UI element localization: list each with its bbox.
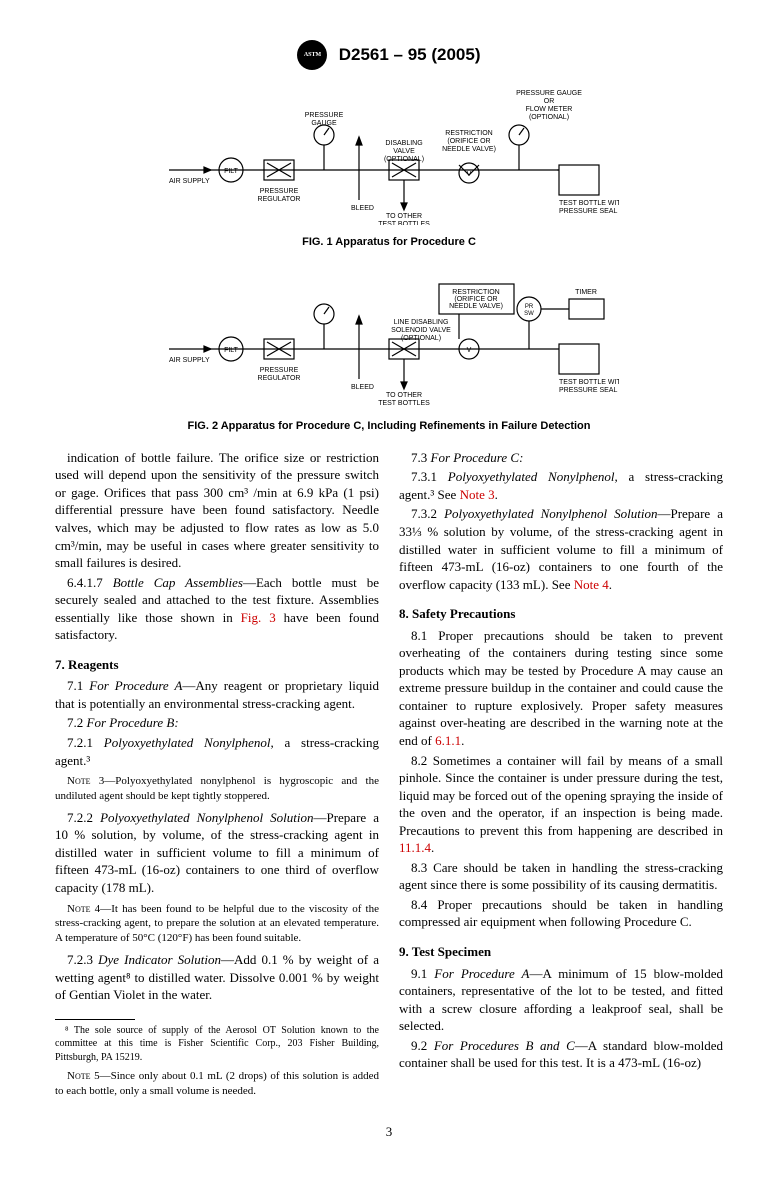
para-8-2: 8.2 Sometimes a container will fail by m… (399, 752, 723, 857)
para-7-3: 7.3 For Procedure C: (399, 449, 723, 467)
section-9-title: 9. Test Specimen (399, 943, 723, 961)
para-9-1: 9.1 For Procedure A—A minimum of 15 blow… (399, 965, 723, 1035)
svg-text:V: V (467, 347, 472, 354)
svg-text:AIR SUPPLY: AIR SUPPLY (169, 357, 210, 364)
para-8-3: 8.3 Care should be taken in handling the… (399, 859, 723, 894)
para-7-2-3: 7.2.3 Dye Indicator Solution—Add 0.1 % b… (55, 951, 379, 1004)
note-3: Note 3—Polyoxyethylated nonylphenol is h… (55, 774, 379, 804)
svg-text:FILT: FILT (224, 347, 239, 354)
page-header: D2561 – 95 (2005) (55, 40, 723, 70)
svg-text:BLEED: BLEED (351, 205, 374, 212)
note-4: Note 4—It has been found to be helpful d… (55, 902, 379, 947)
svg-text:PRESSUREREGULATOR: PRESSUREREGULATOR (258, 367, 301, 382)
section-7-title: 7. Reagents (55, 656, 379, 674)
link-6-1-1[interactable]: 6.1.1 (435, 733, 461, 748)
svg-text:RESTRICTION(ORIFICE ORNEEDLE V: RESTRICTION(ORIFICE ORNEEDLE VALVE) (442, 130, 496, 153)
link-note4[interactable]: Note 4 (574, 577, 609, 592)
svg-text:TEST BOTTLE WITHPRESSURE SEAL: TEST BOTTLE WITHPRESSURE SEAL (559, 379, 619, 394)
figure-2-caption: FIG. 2 Apparatus for Procedure C, Includ… (55, 419, 723, 434)
figure-1: FILT V (55, 85, 723, 249)
link-note3[interactable]: Note 3 (460, 487, 495, 502)
svg-text:BLEED: BLEED (351, 384, 374, 391)
svg-text:SW: SW (524, 311, 534, 317)
section-8-title: 8. Safety Precautions (399, 605, 723, 623)
svg-text:TO OTHERTEST BOTTLES: TO OTHERTEST BOTTLES (378, 213, 430, 225)
svg-text:PR: PR (525, 304, 534, 310)
svg-text:AIR SUPPLY: AIR SUPPLY (169, 178, 210, 185)
svg-text:TIMER: TIMER (575, 289, 597, 296)
footnote-8: ⁸ The sole source of supply of the Aeros… (55, 1024, 379, 1065)
svg-text:RESTRICTION(ORIFICE ORNEEDLE V: RESTRICTION(ORIFICE ORNEEDLE VALVE) (449, 289, 503, 310)
svg-text:LINE DISABLINGSOLENOID VALVE(O: LINE DISABLINGSOLENOID VALVE(OPTIONAL) (391, 319, 451, 342)
figure-2: FILT V PR SW (55, 264, 723, 433)
para-7-2: 7.2 For Procedure B: (55, 714, 379, 732)
note-5: Note 5—Since only about 0.1 mL (2 drops)… (55, 1069, 379, 1099)
svg-text:TO OTHERTEST BOTTLES: TO OTHERTEST BOTTLES (378, 392, 430, 407)
para-7-3-1: 7.3.1 Polyoxyethylated Nonylphenol, a st… (399, 468, 723, 503)
svg-text:FILT: FILT (224, 168, 239, 175)
apparatus-diagram-2: FILT V PR SW (159, 264, 619, 409)
link-11-1-4[interactable]: 11.1.4 (399, 840, 431, 855)
para-7-2-2: 7.2.2 Polyoxyethylated Nonylphenol Solut… (55, 809, 379, 897)
svg-text:PRESSUREGAUGE: PRESSUREGAUGE (305, 112, 344, 127)
footnote-rule (55, 1019, 135, 1020)
para-8-4: 8.4 Proper precautions should be taken i… (399, 896, 723, 931)
para-8-1: 8.1 Proper precautions should be taken t… (399, 627, 723, 750)
para-7-3-2: 7.3.2 Polyoxyethylated Nonylphenol Solut… (399, 505, 723, 593)
para-6-4-1-7: 6.4.1.7 Bottle Cap Assemblies—Each bottl… (55, 574, 379, 644)
para-7-1: 7.1 For Procedure A—Any reagent or propr… (55, 677, 379, 712)
page-number: 3 (55, 1123, 723, 1141)
svg-text:V: V (467, 171, 472, 178)
astm-logo-icon (297, 40, 327, 70)
figure-1-caption: FIG. 1 Apparatus for Procedure C (55, 235, 723, 250)
para-intro: indication of bottle failure. The orific… (55, 449, 379, 572)
svg-text:PRESSUREREGULATOR: PRESSUREREGULATOR (258, 188, 301, 203)
link-fig3[interactable]: Fig. 3 (241, 610, 276, 625)
apparatus-diagram-1: FILT V (159, 85, 619, 225)
body-columns: indication of bottle failure. The orific… (55, 449, 723, 1099)
para-7-2-1: 7.2.1 Polyoxyethylated Nonylphenol, a st… (55, 734, 379, 769)
svg-text:TEST BOTTLE WITHPRESSURE SEAL: TEST BOTTLE WITHPRESSURE SEAL (559, 200, 619, 215)
para-9-2: 9.2 For Procedures B and C—A standard bl… (399, 1037, 723, 1072)
svg-text:PRESSURE GAUGEORFLOW METER(OPT: PRESSURE GAUGEORFLOW METER(OPTIONAL) (516, 90, 582, 121)
standard-id: D2561 – 95 (2005) (339, 44, 481, 67)
svg-text:DISABLINGVALVE(OPTIONAL): DISABLINGVALVE(OPTIONAL) (384, 140, 424, 163)
